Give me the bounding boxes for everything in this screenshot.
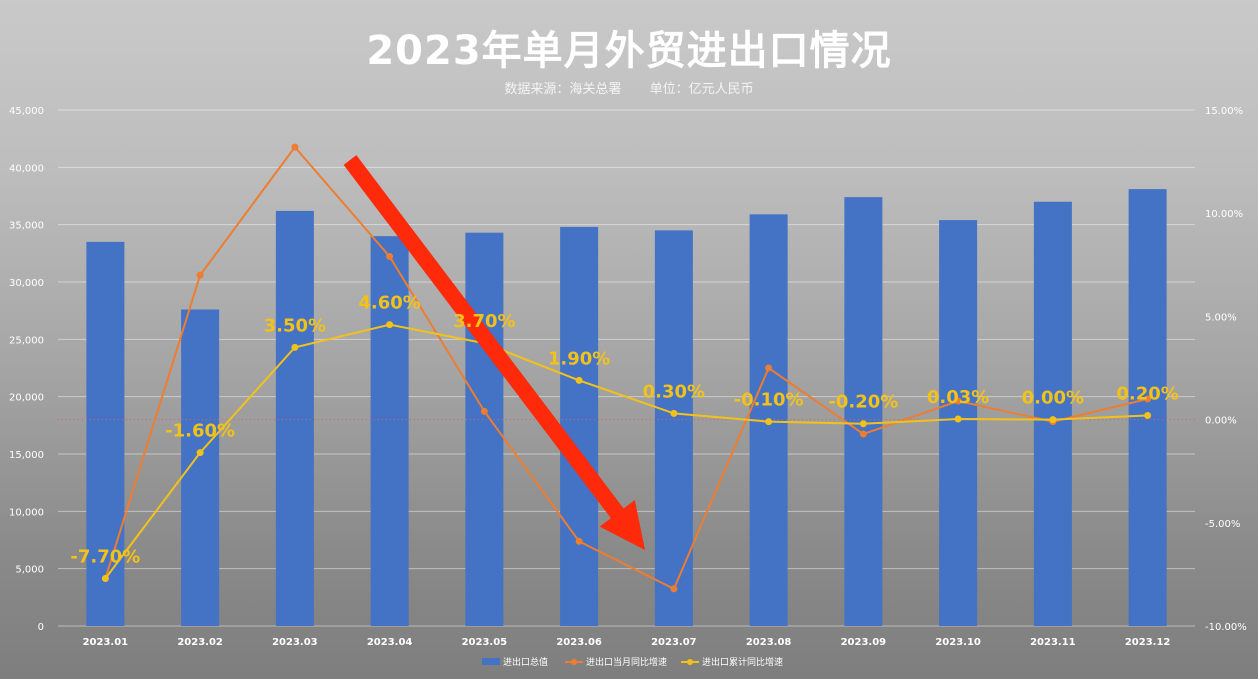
cumulative-data-label: 4.60% xyxy=(358,293,420,314)
bar xyxy=(1033,201,1072,626)
x-tick-label: 2023.04 xyxy=(367,637,413,648)
bar xyxy=(560,226,599,626)
cumulative-data-label: 0.00% xyxy=(1022,388,1084,409)
x-tick-label: 2023.02 xyxy=(177,637,223,648)
cumulative-data-label: 0.03% xyxy=(927,387,989,408)
bar xyxy=(181,309,220,626)
legend-swatch-bar xyxy=(482,658,500,665)
y-right-tick-label: 15.00% xyxy=(1205,106,1243,117)
monthly-growth-point xyxy=(859,430,867,438)
legend-swatch-marker xyxy=(571,659,577,665)
monthly-growth-point xyxy=(196,271,204,279)
y-right-tick-label: 10.00% xyxy=(1205,209,1243,220)
subtitle-source: 数据来源：海关总署 xyxy=(504,82,622,97)
cumulative-growth-point xyxy=(954,415,962,423)
y-left-tick-label: 15,000 xyxy=(9,450,44,461)
y-left-tick-label: 20,000 xyxy=(9,393,44,404)
x-tick-label: 2023.03 xyxy=(272,637,318,648)
bar-series xyxy=(86,189,1167,626)
cumulative-data-label: 3.50% xyxy=(264,315,326,336)
x-tick-label: 2023.07 xyxy=(651,637,697,648)
monthly-growth-point xyxy=(765,364,773,372)
cumulative-data-label: 1.90% xyxy=(548,348,610,369)
legend-label: 进出口当月同比增速 xyxy=(586,656,667,668)
x-tick-label: 2023.12 xyxy=(1125,637,1171,648)
cumulative-growth-point xyxy=(859,420,867,428)
cumulative-data-label: 0.30% xyxy=(643,381,705,402)
cumulative-growth-point xyxy=(291,343,299,351)
y-right-tick-label: 5.00% xyxy=(1205,312,1237,323)
y-left-tick-label: 45,000 xyxy=(9,106,44,117)
cumulative-growth-point xyxy=(386,321,394,329)
x-tick-label: 2023.08 xyxy=(746,637,792,648)
monthly-growth-point xyxy=(575,537,583,545)
cumulative-data-label: -1.60% xyxy=(165,421,235,442)
y-left-tick-label: 35,000 xyxy=(9,221,44,232)
x-tick-label: 2023.10 xyxy=(935,637,981,648)
bar xyxy=(1128,189,1167,626)
monthly-growth-point xyxy=(386,253,394,261)
legend-label: 进出口总值 xyxy=(503,656,548,668)
cumulative-growth-point xyxy=(196,449,204,457)
cumulative-growth-point xyxy=(670,409,678,417)
gridlines xyxy=(58,109,1195,627)
legend-label: 进出口累计同比增速 xyxy=(702,656,783,668)
annotation-arrow xyxy=(343,155,645,550)
legend: 进出口总值 进出口当月同比增速 进出口累计同比增速 xyxy=(482,656,783,668)
monthly-growth-line xyxy=(104,145,1148,591)
cumulative-growth-point xyxy=(1049,416,1057,424)
bar xyxy=(844,197,883,626)
bar xyxy=(939,220,978,626)
axes: 0 5,000 10,000 15,000 20,000 25,000 30,000 35,0… xyxy=(9,106,1247,648)
data-labels: -7.70% -1.60% 3.50% 4.60% 3.70% 1.90% 0.30% -0.… xyxy=(70,293,1178,568)
chart-title: 2023年单月外贸进出口情况 xyxy=(366,28,892,74)
bar xyxy=(86,241,125,626)
y-left-tick-label: 10,000 xyxy=(9,507,44,518)
x-tick-label: 2023.09 xyxy=(841,637,887,648)
y-left-tick-label: 5,000 xyxy=(15,565,44,576)
cumulative-data-label: -0.10% xyxy=(734,390,804,411)
y-left-tick-label: 0 xyxy=(38,622,44,633)
cumulative-data-label: -0.20% xyxy=(828,392,898,413)
y-right-tick-label: -10.00% xyxy=(1205,622,1247,633)
bar xyxy=(275,210,314,626)
cumulative-growth-point xyxy=(765,418,773,426)
cumulative-growth-point xyxy=(575,376,583,384)
line-series xyxy=(101,143,1152,593)
cumulative-data-label: -7.70% xyxy=(70,547,140,568)
cumulative-data-label: 0.20% xyxy=(1116,383,1178,404)
monthly-growth-point xyxy=(954,397,962,405)
y-right-tick-label: -5.00% xyxy=(1205,519,1240,530)
bar xyxy=(654,230,693,626)
monthly-growth-point xyxy=(291,143,299,151)
cumulative-data-label: 3.70% xyxy=(453,311,515,332)
y-left-tick-label: 30,000 xyxy=(9,278,44,289)
y-right-tick-label: 0.00% xyxy=(1205,416,1237,427)
cumulative-growth-point xyxy=(101,575,109,583)
cumulative-growth-line xyxy=(104,323,1148,580)
x-tick-label: 2023.01 xyxy=(83,637,129,648)
x-tick-label: 2023.11 xyxy=(1030,637,1076,648)
subtitle-unit: 单位：亿元人民币 xyxy=(649,82,754,97)
bar xyxy=(370,236,409,626)
chart-subtitle: 数据来源：海关总署 单位：亿元人民币 xyxy=(0,78,1258,97)
cumulative-growth-point xyxy=(1144,411,1152,419)
x-tick-label: 2023.05 xyxy=(462,637,508,648)
monthly-growth-point xyxy=(670,585,678,593)
monthly-growth-point xyxy=(1144,395,1152,403)
y-left-tick-label: 40,000 xyxy=(9,163,44,174)
legend-swatch-marker xyxy=(687,659,693,665)
down-arrow-icon xyxy=(343,155,645,550)
monthly-growth-point xyxy=(480,407,488,415)
x-tick-label: 2023.06 xyxy=(556,637,602,648)
y-left-tick-label: 25,000 xyxy=(9,335,44,346)
